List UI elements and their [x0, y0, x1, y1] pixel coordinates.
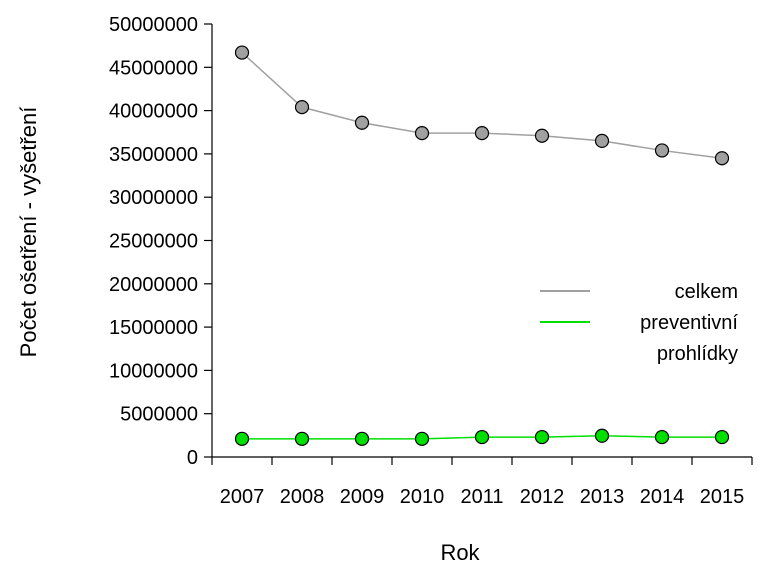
data-point: [654, 143, 670, 158]
x-tick-label: 2009: [340, 486, 385, 508]
x-tick-label: 2014: [640, 486, 685, 508]
x-tick-label: 2007: [220, 486, 265, 508]
y-tick-label: 0: [187, 447, 198, 469]
data-point: [234, 431, 250, 446]
y-tick-label: 15000000: [109, 317, 198, 339]
x-tick-label: 2012: [520, 486, 565, 508]
data-point: [594, 133, 610, 149]
series-line: [241, 52, 723, 159]
data-point: [414, 126, 430, 141]
legend: celkem preventivní prohlídky: [540, 281, 738, 365]
legend-label: celkem: [675, 281, 738, 303]
data-point: [534, 429, 550, 445]
x-tick-label: 2008: [280, 486, 325, 508]
y-axis: 0 5000000 10000000 15000000 20000000 25000000…: [109, 14, 213, 469]
data-point: [474, 429, 490, 445]
y-tick-label: 20000000: [109, 274, 198, 296]
x-axis-title: Rok: [440, 540, 480, 565]
x-tick-label: 2010: [400, 486, 445, 508]
data-point: [294, 100, 310, 115]
data-point: [534, 128, 550, 143]
data-point: [294, 431, 310, 446]
y-axis-title: Počet ošetření - vyšetření: [16, 107, 41, 358]
data-point: [714, 429, 730, 445]
data-point: [354, 115, 370, 130]
series-1: [234, 45, 730, 166]
data-point: [594, 428, 610, 443]
data-point: [474, 126, 490, 141]
data-point: [354, 431, 370, 446]
x-tick-label: 2011: [460, 486, 503, 508]
x-tick-label: 2015: [700, 486, 745, 508]
series-layer: [234, 45, 730, 446]
y-tick-label: 50000000: [109, 14, 198, 36]
data-point: [714, 151, 730, 166]
y-tick-label: 30000000: [109, 187, 198, 209]
y-tick-label: 45000000: [109, 57, 198, 79]
x-tick-label: 2013: [580, 486, 625, 508]
y-tick-label: 40000000: [109, 101, 198, 123]
y-tick-label: 25000000: [109, 231, 198, 253]
series-2: [234, 428, 730, 446]
y-tick-label: 5000000: [120, 404, 198, 426]
data-point: [234, 45, 250, 60]
legend-label: preventivní prohlídky: [640, 312, 738, 365]
y-tick-label: 10000000: [109, 360, 198, 382]
x-axis: 2007 2008 2009 2010 2011 2012 2013 2014 2015: [211, 456, 753, 508]
data-point: [414, 431, 430, 446]
y-tick-label: 35000000: [109, 144, 198, 166]
data-point: [654, 429, 670, 445]
